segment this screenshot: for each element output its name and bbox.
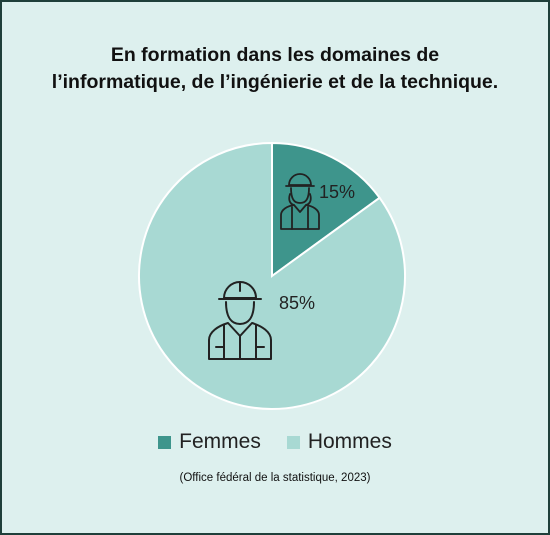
pie-slice-hommes (138, 141, 406, 410)
legend-label-hommes: Hommes (307, 430, 392, 453)
legend-swatch-femmes (158, 435, 172, 449)
slice-label-hommes: 85% (279, 293, 315, 313)
slice-label-femmes: 15% (319, 182, 355, 202)
male-worker-icon (208, 281, 272, 360)
legend-item-femmes: Femmes (158, 430, 261, 454)
female-worker-icon (280, 173, 320, 230)
legend-label-femmes: Femmes (179, 430, 261, 453)
pie-slice-femmes (271, 141, 381, 278)
source-note: (Office fédéral de la statistique, 2023) (179, 472, 371, 484)
legend-item-hommes: Hommes (286, 430, 392, 454)
legend-swatch-hommes (286, 435, 300, 449)
chart-title: En formation dans les domaines de l’info… (51, 44, 499, 93)
legend: Femmes Hommes (2, 430, 548, 454)
